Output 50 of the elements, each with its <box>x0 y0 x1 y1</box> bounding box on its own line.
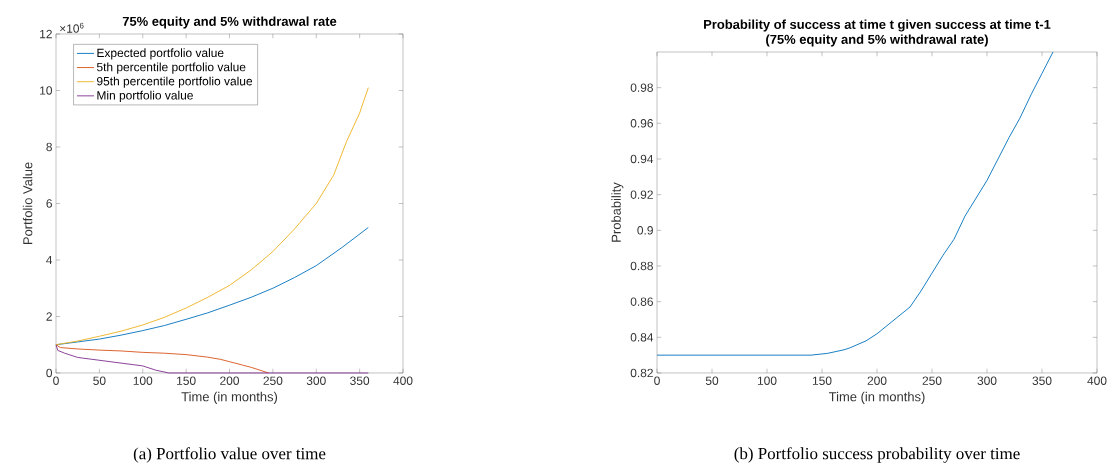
y-tick-label: 10 <box>40 86 53 95</box>
x-tick-label: 400 <box>393 376 413 385</box>
legend-label: 5th percentile portfolio value <box>96 62 246 74</box>
y-tick-label: 0.94 <box>630 154 654 164</box>
legend-label: Min portfolio value <box>97 90 193 102</box>
x-axis-title: Time (in months) <box>181 391 278 404</box>
y-tick-label: 0.9 <box>637 226 653 235</box>
x-tick-label: 300 <box>306 376 326 385</box>
y-tick-label: 0.88 <box>630 261 653 271</box>
x-axis-title: Time (in months) <box>828 391 925 404</box>
x-tick-label: 200 <box>867 376 887 385</box>
x-tick-label: 300 <box>977 376 997 385</box>
text: (b) Portfolio success probability over time <box>734 447 1020 463</box>
y-tick-label: 12 <box>40 29 52 39</box>
x-tick-label: 150 <box>177 376 196 385</box>
x-tick-label: 100 <box>133 376 153 385</box>
line-series <box>55 344 269 374</box>
chart-title: 75% equity and 5% withdrawal rate <box>122 16 337 29</box>
y-tick-label: 0 <box>46 368 53 378</box>
y-tick-label: 6 <box>46 199 52 208</box>
y-tick-label: 0.84 <box>630 333 654 342</box>
x-tick-label: 0 <box>53 376 59 385</box>
chart-subtitle: (75% equity and 5% withdrawal rate) <box>766 34 988 47</box>
y-axis-title: Probability <box>611 182 624 242</box>
y-tick-label: 0.96 <box>630 119 653 128</box>
x-tick-label: 400 <box>1087 376 1107 385</box>
chart-title: Probability of success at time t given success at time t-1 <box>704 19 1051 32</box>
y-tick-label: 0.98 <box>630 83 653 92</box>
y-tick-label: 4 <box>46 255 53 265</box>
x-tick-label: 200 <box>220 376 240 385</box>
x-tick-label: 350 <box>350 376 370 385</box>
y-tick-label: 0.92 <box>630 190 653 199</box>
x-tick-label: 350 <box>1032 376 1052 385</box>
x-tick-label: 150 <box>812 376 832 385</box>
x-tick-label: 250 <box>922 376 942 385</box>
x-tick-label: 100 <box>757 376 777 385</box>
x-tick-label: 50 <box>705 376 719 385</box>
y-tick-label: 2 <box>46 312 52 321</box>
y-tick-label: 8 <box>46 142 52 152</box>
y-tick-label: 0.86 <box>630 297 653 306</box>
text: (a) Portfolio value over time <box>133 447 326 463</box>
legend-label: Expected portfolio value <box>97 48 224 60</box>
y-tick-label: 0.82 <box>630 368 653 378</box>
text: ×10$^{6}$ <box>60 22 84 33</box>
x-tick-label: 0 <box>654 376 660 385</box>
x-tick-label: 250 <box>263 376 283 385</box>
y-axis-title: Portfolio Value <box>22 162 33 245</box>
legend-label: 95th percentile portfolio value <box>97 76 253 88</box>
x-tick-label: 50 <box>93 376 106 385</box>
line-series <box>55 87 369 346</box>
